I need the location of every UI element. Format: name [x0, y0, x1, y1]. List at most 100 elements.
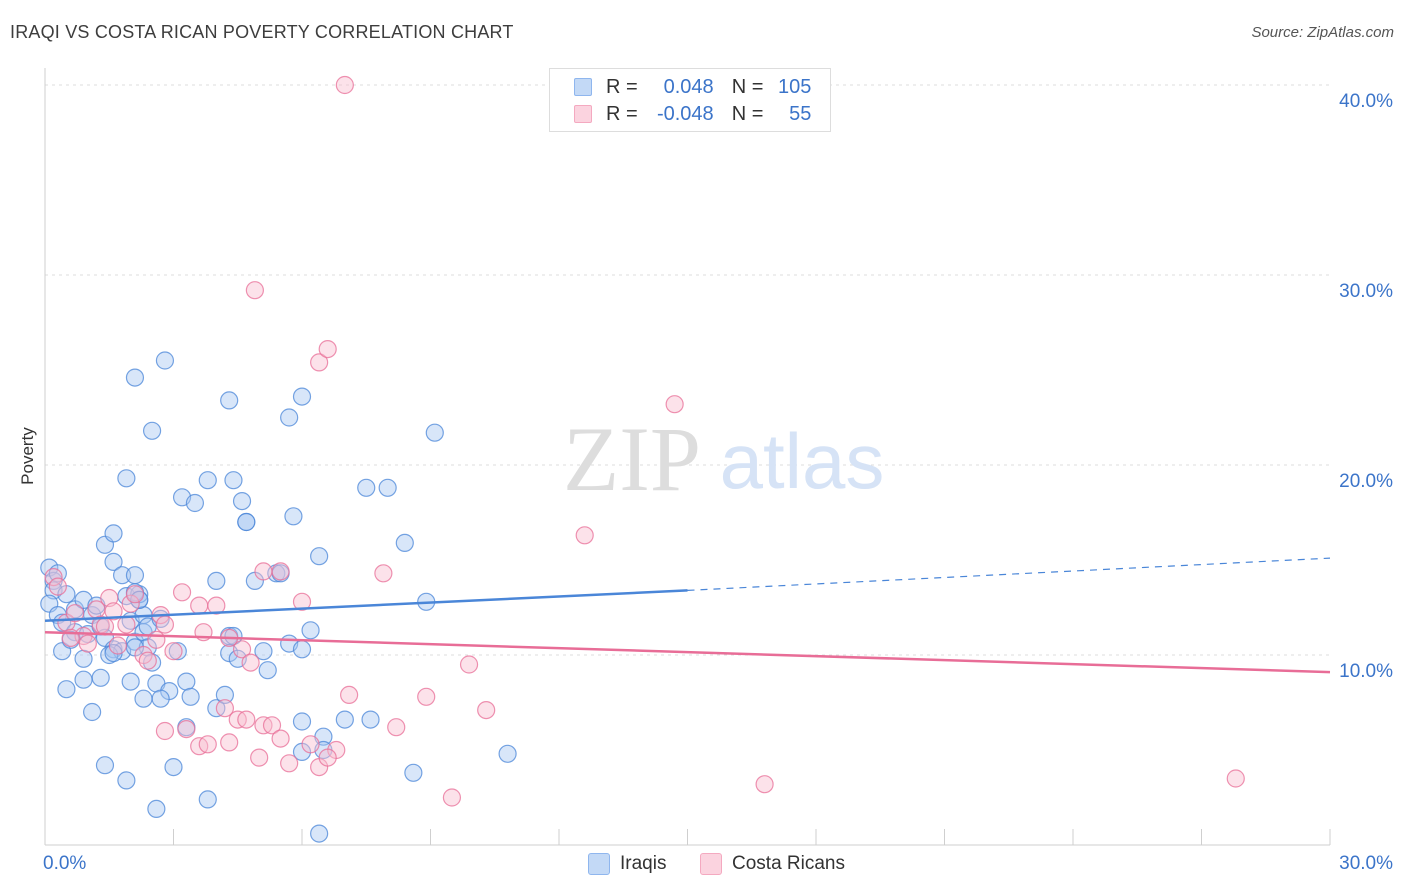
- data-point: [177, 719, 196, 739]
- legend-n-label: N =: [731, 102, 764, 125]
- bottom-legend-label-costa-ricans: Costa Ricans: [732, 853, 845, 874]
- data-point: [292, 640, 312, 659]
- legend-swatch-costa-ricans: [574, 105, 592, 123]
- data-point: [104, 524, 123, 543]
- data-point: [357, 478, 376, 497]
- legend-row-iraqis: R = 0.048 N = 105: [574, 75, 811, 99]
- data-point: [755, 775, 774, 794]
- data-point: [250, 748, 269, 767]
- data-point: [292, 387, 312, 406]
- legend-r-value: -0.048: [656, 102, 714, 125]
- data-point: [262, 716, 282, 735]
- bottom-legend-iraqis: Iraqis: [588, 852, 666, 876]
- bottom-legend-swatch-costa-ricans: [700, 853, 722, 875]
- data-point: [215, 699, 234, 718]
- data-point: [164, 757, 183, 777]
- data-point: [318, 340, 337, 359]
- axes: [44, 68, 1331, 846]
- data-point: [181, 687, 200, 706]
- data-point: [53, 613, 72, 632]
- data-point: [374, 564, 393, 583]
- data-point: [151, 689, 170, 708]
- data-point: [198, 471, 217, 490]
- data-point: [335, 75, 354, 95]
- bottom-legend-label-iraqis: Iraqis: [620, 853, 667, 874]
- data-point: [48, 577, 67, 596]
- data-point: [190, 596, 209, 615]
- data-point: [241, 653, 260, 672]
- y-tick-labels: 10.0% 20.0% 30.0% 40.0%: [1339, 91, 1393, 682]
- data-point: [207, 571, 226, 591]
- data-point: [74, 670, 93, 689]
- data-point: [258, 661, 277, 680]
- data-point: [417, 687, 436, 706]
- data-point: [271, 562, 290, 581]
- bottom-legend-costa-ricans: Costa Ricans: [700, 852, 845, 876]
- data-point: [125, 585, 145, 604]
- data-point: [117, 615, 136, 634]
- data-point: [301, 621, 320, 640]
- data-point: [292, 592, 312, 611]
- data-point: [112, 566, 132, 585]
- data-point: [425, 423, 444, 442]
- data-point: [117, 771, 136, 790]
- trend-line-extension-iraqis: [687, 557, 1331, 591]
- data-point: [172, 583, 192, 602]
- series-iraqis: [40, 351, 517, 843]
- y-tick-label: 10.0%: [1339, 661, 1393, 682]
- data-point: [134, 689, 153, 708]
- data-point: [185, 493, 205, 513]
- data-point: [665, 395, 684, 414]
- data-point: [254, 562, 273, 581]
- data-point: [232, 640, 252, 659]
- data-point: [335, 710, 354, 729]
- data-point: [155, 721, 175, 741]
- data-point: [301, 735, 320, 754]
- data-point: [442, 788, 462, 807]
- x-tick-labels: 0.0% 30.0%: [43, 853, 1393, 874]
- data-point: [108, 636, 127, 655]
- y-axis-label: Poverty: [18, 427, 37, 485]
- data-point: [395, 533, 414, 553]
- data-point: [220, 733, 239, 752]
- data-point: [575, 526, 594, 545]
- legend-swatch-iraqis: [574, 78, 592, 96]
- data-point: [207, 596, 226, 615]
- x-tick-label: 0.0%: [43, 853, 86, 874]
- data-point: [65, 604, 85, 623]
- data-point: [387, 718, 406, 737]
- legend-n-label: N =: [731, 75, 764, 98]
- data-point: [477, 700, 496, 720]
- data-point: [280, 408, 299, 427]
- legend-row-costa-ricans: R = -0.048 N = 55: [574, 102, 811, 126]
- data-point: [164, 642, 183, 661]
- source-label: Source: ZipAtlas.com: [1251, 24, 1394, 41]
- data-point: [245, 281, 264, 300]
- y-tick-label: 40.0%: [1339, 91, 1393, 112]
- data-point: [271, 729, 290, 748]
- data-point: [237, 710, 256, 729]
- data-point: [237, 512, 256, 532]
- data-point: [280, 754, 299, 773]
- data-point: [215, 685, 234, 705]
- data-point: [224, 471, 243, 490]
- legend-n-value: 105: [778, 75, 812, 98]
- data-point: [310, 824, 329, 843]
- data-point: [138, 651, 157, 670]
- legend-r-value: 0.048: [663, 75, 714, 98]
- data-point: [361, 710, 380, 729]
- data-point: [198, 735, 217, 754]
- data-point: [121, 672, 140, 691]
- data-point: [292, 712, 312, 731]
- data-point: [220, 391, 239, 410]
- data-point: [147, 799, 166, 819]
- data-point: [117, 469, 136, 488]
- data-point: [168, 642, 187, 661]
- data-point: [83, 702, 102, 722]
- data-point: [459, 655, 479, 674]
- legend-r-label: R =: [606, 102, 638, 125]
- data-point: [95, 756, 115, 775]
- data-point: [498, 744, 517, 763]
- data-point: [125, 566, 145, 585]
